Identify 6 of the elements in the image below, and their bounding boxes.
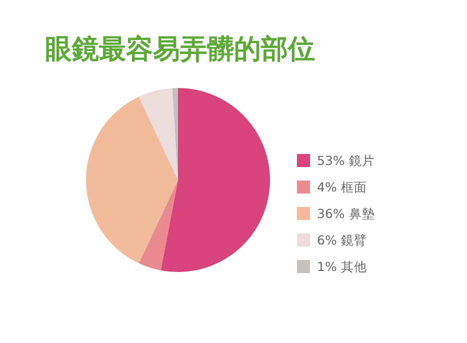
legend-label: 1% 其他	[317, 259, 367, 274]
chart-title: 眼鏡最容易弄髒的部位	[45, 34, 315, 65]
legend-label: 6% 鏡臂	[317, 232, 367, 248]
legend-label: 53% 鏡片	[317, 153, 375, 168]
legend-label: 4% 框面	[317, 180, 367, 194]
legend-label: 36% 鼻墊	[317, 206, 375, 221]
